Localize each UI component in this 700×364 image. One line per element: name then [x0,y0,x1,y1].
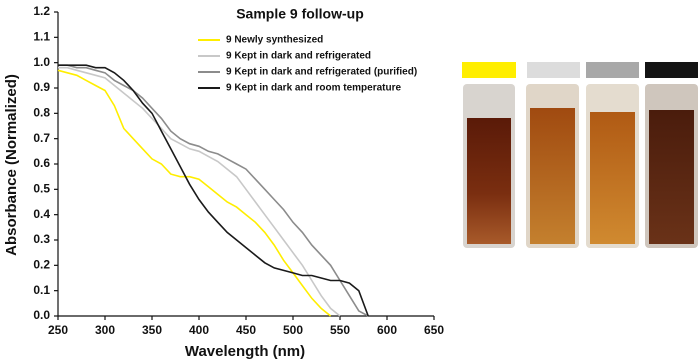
legend-label: 9 Newly synthesized [226,35,323,46]
x-tick-label: 450 [236,323,256,337]
x-tick-label: 500 [283,323,303,337]
swatch [527,62,580,78]
series-line [58,64,369,317]
swatch [462,62,516,78]
y-tick-label: 1.0 [33,55,50,69]
cuvette-liquid [467,118,511,244]
swatch [645,62,698,78]
y-tick-label: 0.1 [33,283,50,297]
y-tick-label: 0.5 [33,182,50,196]
x-tick-label: 600 [377,323,397,337]
series-line [58,66,341,317]
cuvette-liquid [530,108,575,244]
y-tick-label: 0.0 [33,308,50,322]
swatch [586,62,639,78]
cuvette-liquid [649,110,694,244]
x-tick-label: 300 [95,323,115,337]
y-tick-label: 0.4 [33,207,50,221]
x-tick-label: 350 [142,323,162,337]
x-tick-label: 250 [48,323,68,337]
y-tick-label: 1.1 [33,30,50,44]
legend-label: 9 Kept in dark and room temperature [226,83,401,94]
legend-label: 9 Kept in dark and refrigerated (purifie… [226,67,417,78]
x-tick-label: 550 [330,323,350,337]
y-tick-label: 0.9 [33,80,50,94]
y-tick-label: 0.2 [33,258,50,272]
y-tick-label: 0.8 [33,106,50,120]
y-tick-label: 1.2 [33,4,50,18]
cuvette-liquid [590,112,635,244]
series-line [58,64,369,317]
y-tick-label: 0.6 [33,156,50,170]
x-tick-label: 650 [424,323,444,337]
legend-label: 9 Kept in dark and refrigerated [226,51,371,62]
chart-title: Sample 9 follow-up [236,6,364,22]
sample-photo [462,62,698,248]
y-tick-label: 0.7 [33,131,50,145]
x-axis-label: Wavelength (nm) [185,343,305,360]
y-tick-label: 0.3 [33,232,50,246]
y-axis-label: Absorbance (Normalized) [3,74,20,256]
series-line [57,69,332,317]
x-tick-label: 400 [189,323,209,337]
